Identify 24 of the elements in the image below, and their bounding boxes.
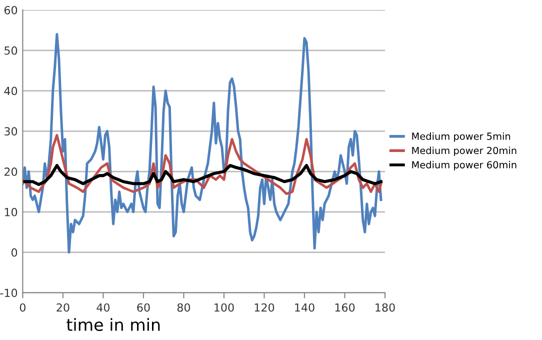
line-series xyxy=(22,32,382,254)
x-tick-label: 140 xyxy=(295,303,314,312)
y-tick-label: 40 xyxy=(4,86,18,96)
y-tick-label: 60 xyxy=(4,6,18,14)
x-tick-label: 60 xyxy=(137,303,150,312)
x-tick-label: 40 xyxy=(96,303,110,312)
x-tick-label: 80 xyxy=(177,303,190,312)
line-series xyxy=(22,164,383,186)
y-tick-label: 30 xyxy=(4,127,18,136)
legend-label: Medium power 20min xyxy=(412,146,516,156)
x-tick-label: 180 xyxy=(376,303,395,312)
x-tick-label: 20 xyxy=(56,303,70,312)
x-tick-label: 0 xyxy=(20,303,26,312)
x-tick-label: 120 xyxy=(254,303,274,312)
x-tick-label: 160 xyxy=(335,303,355,312)
legend-label: Medium power 5min xyxy=(412,132,510,142)
y-tick-label: 20 xyxy=(4,168,18,176)
legend-label: Medium power 60min xyxy=(412,160,516,170)
x-tick-label: 100 xyxy=(214,303,234,312)
x-axis-title: time in min xyxy=(66,318,160,332)
y-tick-label: 50 xyxy=(4,46,18,55)
y-tick-label: 0 xyxy=(12,248,18,257)
y-tick-label: -10 xyxy=(0,288,18,298)
y-tick-label: 10 xyxy=(4,208,18,216)
